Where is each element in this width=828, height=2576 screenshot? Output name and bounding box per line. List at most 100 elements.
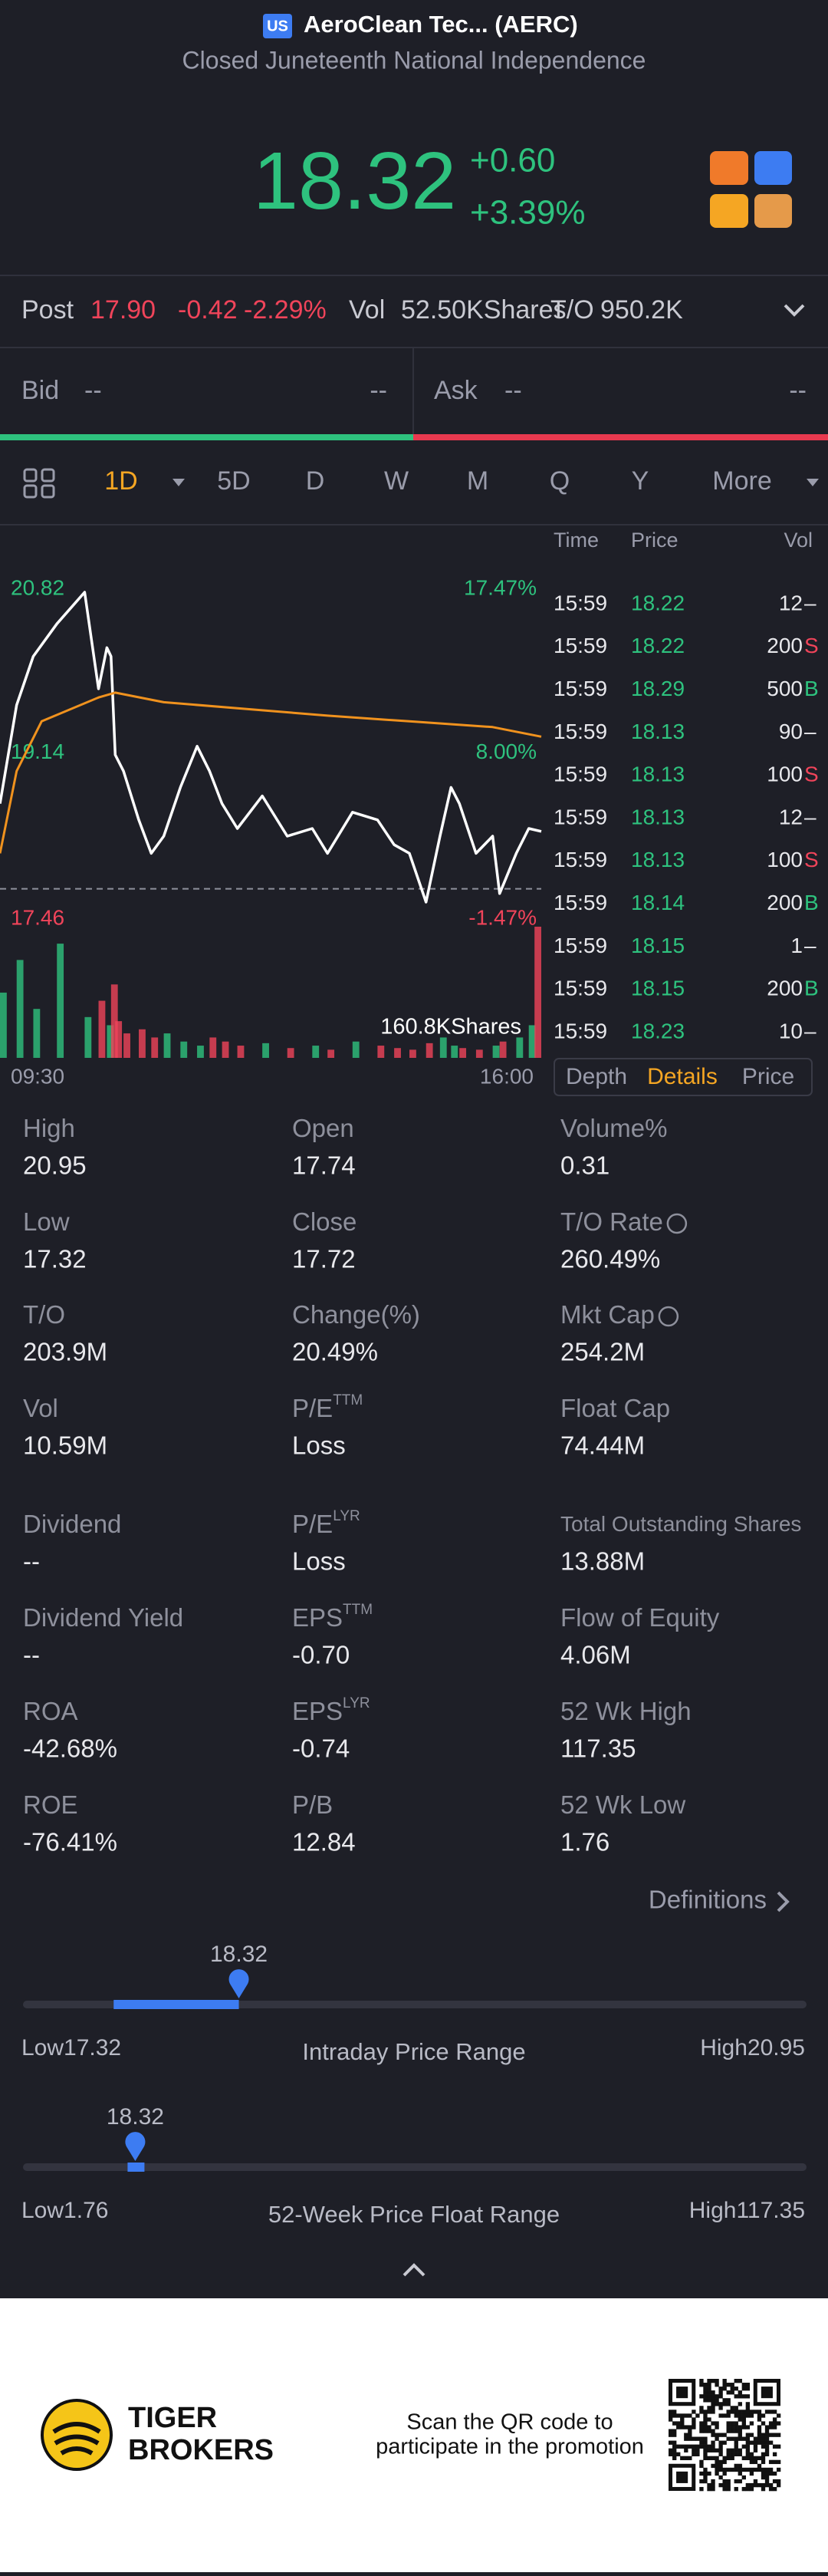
icon[interactable] — [754, 151, 792, 185]
qr-module — [761, 2413, 766, 2418]
qr-module — [703, 2390, 708, 2395]
qr-module — [730, 2425, 734, 2429]
qr-module — [695, 2452, 700, 2456]
qr-module — [699, 2410, 704, 2414]
definitions-chevron[interactable] — [777, 1891, 790, 1912]
qr-module — [722, 2379, 727, 2383]
stat-label: Dividend Yield — [23, 1603, 183, 1632]
qr-module — [761, 2486, 766, 2492]
info-icon[interactable] — [658, 1306, 679, 1327]
qr-module — [703, 2475, 708, 2480]
stat-label: High — [23, 1114, 75, 1142]
definitions-link[interactable]: Definitions — [649, 1886, 767, 1914]
qr-module — [672, 2440, 677, 2445]
stat-label-text: P/E — [292, 1394, 333, 1422]
qr-code — [668, 2379, 781, 2492]
qr-module — [730, 2383, 734, 2387]
detail-tab[interactable]: Details — [647, 1064, 718, 1089]
post-label: Post — [21, 295, 74, 324]
qr-module — [764, 2436, 770, 2441]
trade-side: – — [804, 720, 816, 743]
qr-module — [680, 2425, 685, 2429]
stat-label: Vol — [23, 1394, 58, 1422]
qr-module — [718, 2444, 723, 2449]
qr-module — [711, 2410, 715, 2414]
period-tab[interactable]: 1D — [104, 466, 137, 496]
price-change: +0.60 — [470, 142, 555, 180]
qr-module — [715, 2398, 719, 2403]
qr-module — [715, 2436, 719, 2441]
qr-module — [669, 2433, 673, 2437]
qr-module — [734, 2448, 738, 2452]
y-tick-label: 20.82 — [11, 575, 64, 599]
layout-icon[interactable] — [23, 468, 55, 499]
qr-module — [753, 2467, 758, 2472]
period-tab[interactable]: D — [306, 466, 325, 496]
y-tick-pct-label: 8.00% — [476, 740, 537, 763]
bid-price: -- — [84, 376, 102, 405]
icon[interactable] — [710, 151, 748, 185]
qr-module — [722, 2479, 727, 2484]
qr-module — [680, 2444, 685, 2449]
qr-module — [761, 2456, 766, 2461]
detail-tab[interactable]: Depth — [566, 1064, 627, 1089]
stat-label: Float Cap — [560, 1394, 670, 1422]
qr-module — [711, 2402, 715, 2406]
period-tab[interactable]: Q — [550, 466, 570, 496]
icon[interactable] — [710, 194, 748, 228]
feature-icons[interactable] — [710, 151, 792, 228]
trade-price: 18.15 — [631, 934, 685, 957]
qr-module — [776, 2421, 781, 2426]
stat-value: 0.31 — [560, 1151, 610, 1180]
stat-label: P/ETTM — [292, 1392, 363, 1422]
qr-module — [726, 2467, 731, 2472]
expand-chevron[interactable] — [784, 304, 805, 317]
qr-module — [726, 2398, 731, 2403]
qr-module — [741, 2486, 746, 2492]
qr-module — [764, 2482, 770, 2488]
qr-module — [718, 2452, 723, 2456]
qr-module — [738, 2436, 742, 2441]
qr-module — [692, 2436, 696, 2441]
stat-label-text: Low — [23, 1207, 70, 1236]
volume-bar — [57, 944, 64, 1058]
detail-tab[interactable]: Price — [742, 1064, 794, 1089]
range-high-value: 117.35 — [736, 2198, 805, 2223]
trade-price: 18.13 — [631, 848, 685, 871]
qr-module — [669, 2452, 673, 2456]
trade-side: – — [804, 1019, 816, 1043]
qr-module — [707, 2390, 711, 2395]
period-tab[interactable]: 5D — [217, 466, 250, 496]
period-tab[interactable]: W — [384, 466, 409, 496]
stat-label-text: Change(%) — [292, 1300, 420, 1329]
qr-module — [692, 2417, 696, 2422]
qr-module — [745, 2436, 751, 2441]
period-tab[interactable]: Y — [632, 466, 649, 496]
icon[interactable] — [754, 194, 792, 228]
qr-module — [707, 2398, 711, 2403]
volume-bar — [409, 1049, 416, 1058]
qr-module — [676, 2452, 681, 2456]
info-icon[interactable] — [666, 1213, 688, 1234]
period-tab[interactable]: More — [712, 466, 771, 496]
stat-value: 4.06M — [560, 1641, 631, 1669]
stat-label-text: 52 Wk Low — [560, 1790, 685, 1819]
qr-module — [688, 2456, 692, 2461]
volume-bar — [426, 1043, 433, 1058]
stat-value: 74.44M — [560, 1431, 645, 1460]
qr-module — [672, 2452, 677, 2456]
qr-module — [772, 2479, 777, 2484]
qr-module — [749, 2452, 754, 2456]
qr-module — [761, 2482, 766, 2488]
qr-module — [726, 2425, 731, 2429]
volume-bar — [377, 1046, 385, 1058]
collapse-chevron[interactable] — [402, 2263, 426, 2277]
qr-module — [761, 2436, 766, 2441]
stat-label-text: EPS — [292, 1697, 343, 1725]
qr-module — [776, 2482, 781, 2488]
qr-module — [730, 2387, 734, 2391]
period-tab[interactable]: M — [467, 466, 488, 496]
qr-module — [718, 2433, 723, 2437]
qr-module — [745, 2486, 751, 2492]
